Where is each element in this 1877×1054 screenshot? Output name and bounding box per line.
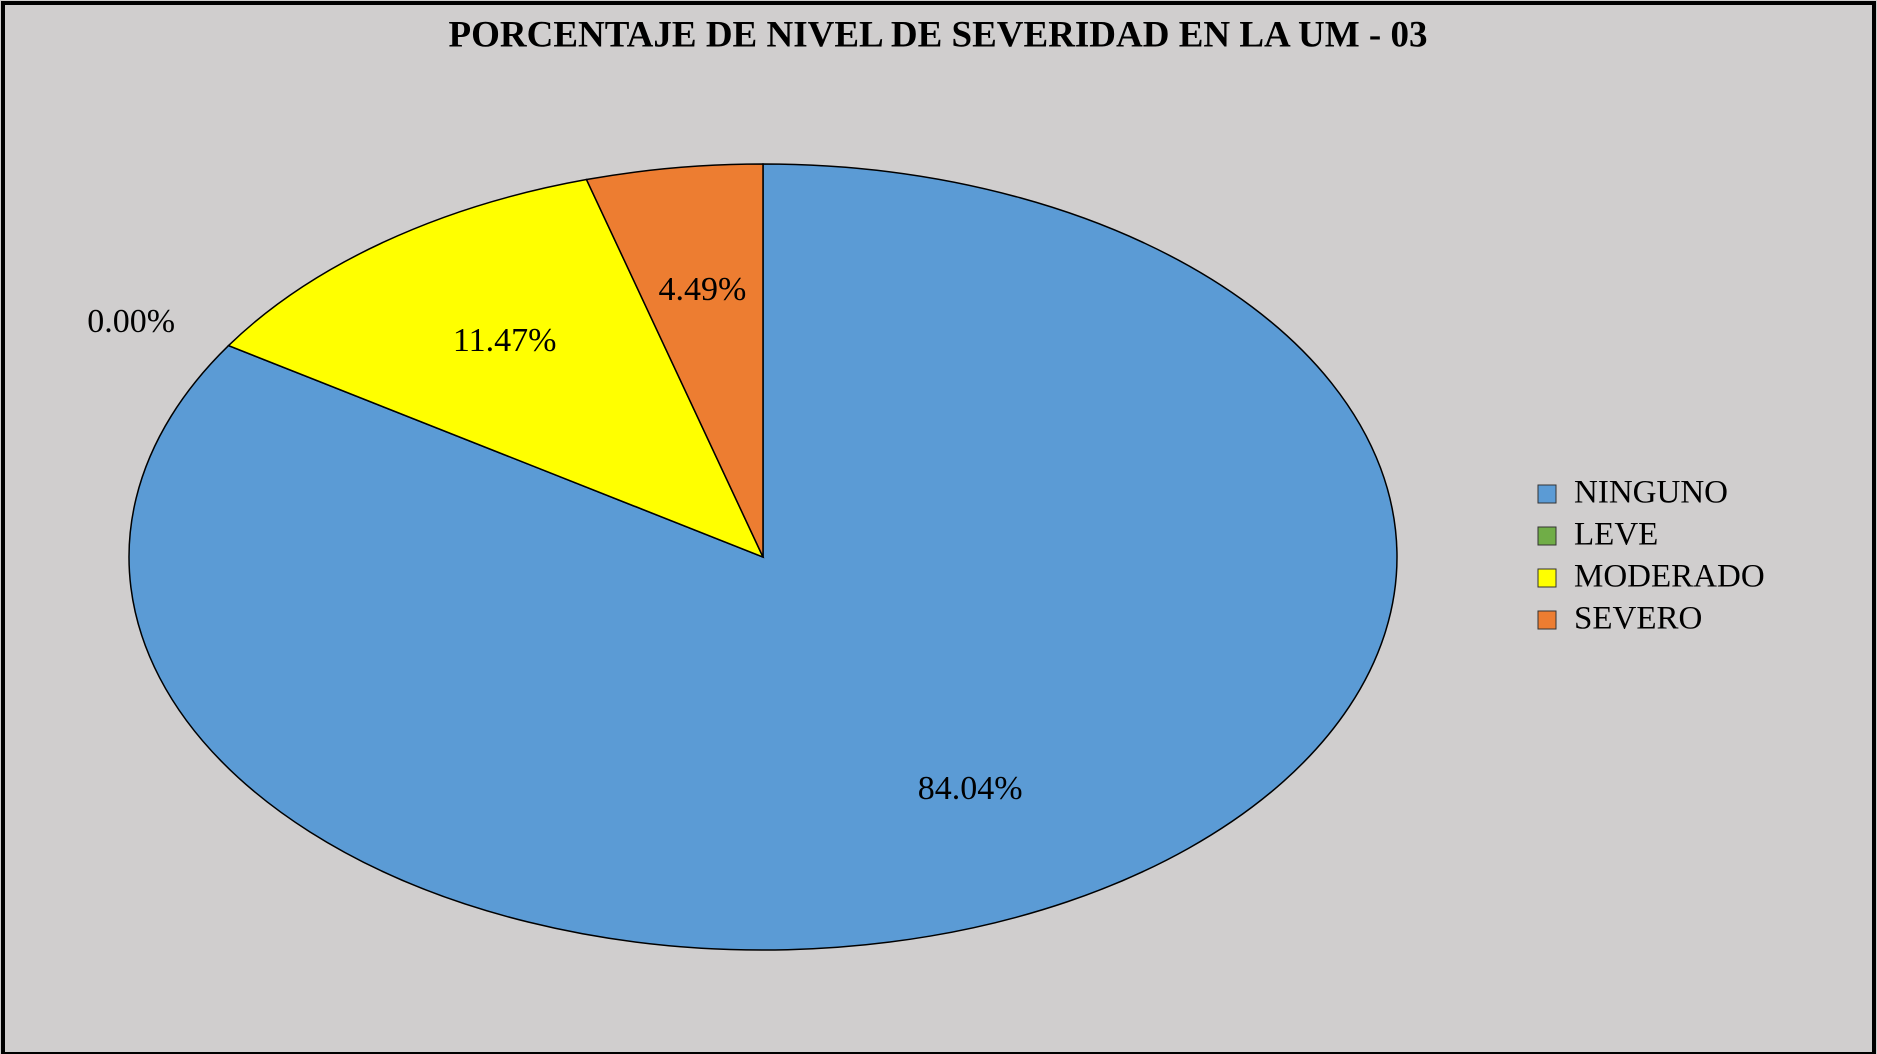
legend-swatch [1537, 610, 1557, 630]
legend-label: MODERADO [1574, 559, 1765, 595]
legend-label: NINGUNO [1574, 475, 1728, 511]
chart-title: PORCENTAJE DE NIVEL DE SEVERIDAD EN LA U… [449, 14, 1428, 55]
legend-swatch [1537, 568, 1557, 588]
pie-slice [227, 178, 765, 559]
legend-label: SEVERO [1574, 601, 1702, 637]
legend-swatch [1537, 484, 1557, 504]
data-label: 4.49% [658, 271, 746, 308]
data-label: 84.04% [918, 770, 1023, 807]
pie-slice [585, 163, 764, 558]
legend-label: LEVE [1574, 517, 1658, 553]
data-label: 0.00% [87, 303, 175, 340]
data-label: 11.47% [453, 322, 557, 359]
legend-swatch [1537, 526, 1557, 546]
